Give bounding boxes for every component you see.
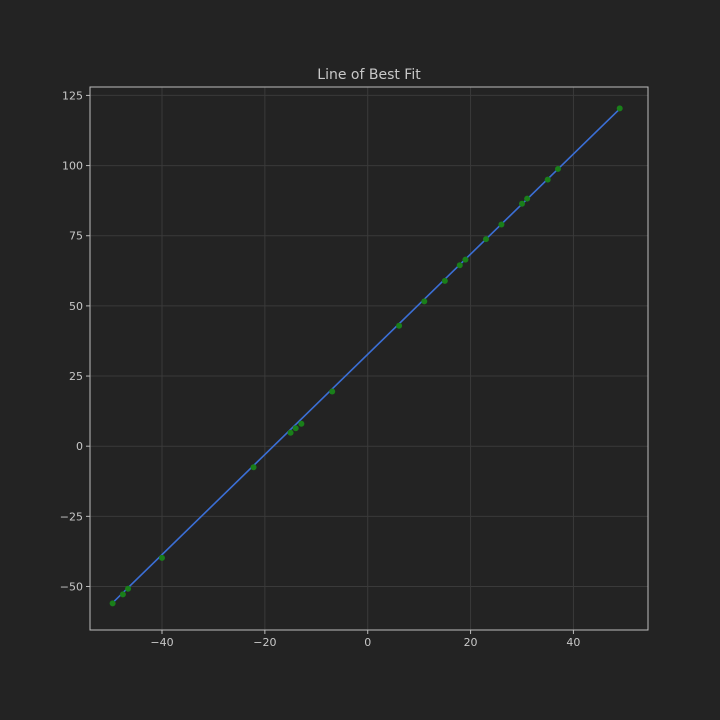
data-point [298, 420, 305, 427]
axes-frame [89, 86, 649, 631]
data-point [159, 554, 165, 561]
axes-frame-layer [89, 86, 649, 631]
y-tick-label: 25 [69, 370, 83, 383]
data-point [287, 429, 294, 436]
x-tick-label: 0 [364, 636, 371, 649]
y-tick-label: −25 [60, 510, 83, 523]
axes-background [90, 87, 648, 630]
data-point [544, 176, 551, 183]
data-point [524, 195, 531, 202]
x-tick-label: 40 [566, 636, 580, 649]
data-point [498, 221, 505, 228]
x-tick-label: 20 [464, 636, 478, 649]
data-point [616, 105, 623, 112]
data-point [125, 585, 132, 592]
data-point [292, 425, 299, 432]
data-point [250, 464, 257, 471]
y-tick-label: −50 [60, 581, 83, 594]
data-point [119, 591, 126, 598]
data-point [555, 165, 561, 172]
data-point [421, 298, 428, 305]
data-point [456, 262, 463, 269]
x-tick-label: −40 [150, 636, 173, 649]
data-point [396, 322, 403, 329]
y-tick-label: 100 [62, 160, 83, 173]
data-point [462, 256, 469, 263]
data-point [441, 277, 448, 284]
y-tick-label: 75 [69, 230, 83, 243]
data-point [329, 388, 336, 395]
data-point [483, 236, 489, 243]
tick-layer: −40 −20 0 20 40 −50 −25 0 25 50 75 100 125 [60, 89, 581, 649]
y-tick-label: 50 [69, 300, 83, 313]
grid-layer [90, 87, 648, 630]
y-tick-label: 0 [76, 440, 83, 453]
best-fit-line [112, 108, 621, 604]
point-layer [109, 105, 623, 607]
fit-line-layer [112, 108, 621, 604]
chart-title: Line of Best Fit [317, 67, 421, 83]
data-point [109, 600, 116, 607]
data-point [519, 200, 525, 207]
x-tick-label: −20 [253, 636, 276, 649]
y-tick-label: 125 [62, 89, 83, 102]
